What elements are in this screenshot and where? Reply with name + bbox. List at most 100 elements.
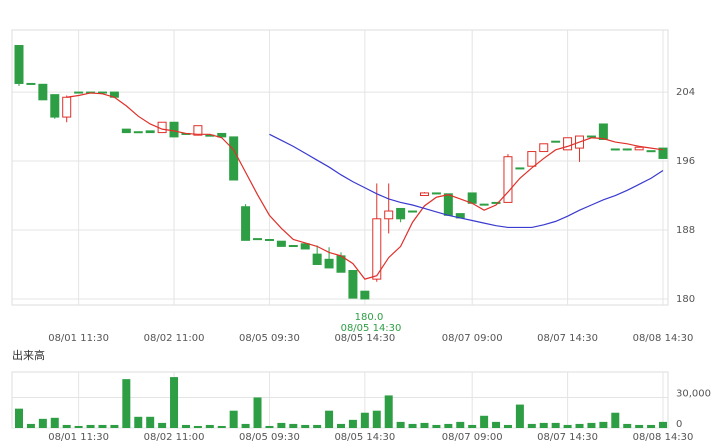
volume-bar xyxy=(193,425,202,428)
volume-bar xyxy=(313,424,322,428)
x-tick-label: 08/05 14:30 xyxy=(334,333,395,344)
volume-bar xyxy=(575,423,584,428)
x-tick-label: 08/07 14:30 xyxy=(537,432,598,443)
candle-body xyxy=(634,146,644,151)
candle-body xyxy=(563,137,573,151)
volume-bar xyxy=(372,410,381,428)
volume-bar xyxy=(110,424,119,428)
x-tick-label: 08/05 14:30 xyxy=(334,432,395,443)
x-tick-label: 08/01 11:30 xyxy=(48,432,109,443)
volume-bar xyxy=(420,422,429,428)
volume-bar xyxy=(325,410,334,428)
candle-body xyxy=(372,218,382,280)
volume-bar xyxy=(301,424,310,428)
volume-bar xyxy=(205,424,214,428)
x-tick-label: 08/05 09:30 xyxy=(239,333,300,344)
candle-body xyxy=(586,135,596,138)
volume-bar xyxy=(611,412,620,428)
x-tick-label: 08/02 11:00 xyxy=(144,333,205,344)
candle-body xyxy=(62,96,72,118)
volume-bar xyxy=(134,416,143,428)
y-tick-label: 30,000 xyxy=(676,388,711,399)
volume-bar xyxy=(86,424,95,428)
volume-bar xyxy=(396,421,405,428)
annotation: 180.0 xyxy=(355,312,384,323)
candle-body xyxy=(384,210,394,220)
candle-body xyxy=(14,45,24,84)
volume-bar xyxy=(265,425,274,428)
candle-body xyxy=(443,193,453,216)
volume-bar xyxy=(599,421,608,428)
volume-bar xyxy=(384,395,393,428)
volume-bar xyxy=(623,423,632,428)
moving-average-line xyxy=(66,92,664,280)
candle-body xyxy=(622,148,632,151)
annotation: 08/05 14:30 xyxy=(341,323,402,334)
volume-bar xyxy=(26,423,35,428)
volume-bar xyxy=(480,415,489,428)
volume-bar xyxy=(146,416,155,428)
x-tick-label: 08/05 09:30 xyxy=(239,432,300,443)
volume-bar xyxy=(241,423,250,428)
x-tick-label: 08/01 11:30 xyxy=(48,333,109,344)
y-tick-label: 180 xyxy=(676,294,695,305)
candle-body xyxy=(419,192,429,197)
candle-body xyxy=(551,140,561,143)
x-tick-label: 08/07 09:00 xyxy=(442,333,503,344)
volume-bar xyxy=(15,408,23,428)
candle-body xyxy=(169,121,179,138)
candle-body xyxy=(408,210,418,213)
candle-body xyxy=(133,131,143,134)
candle-body xyxy=(539,143,549,153)
moving-average-line xyxy=(269,133,664,229)
candle-body xyxy=(97,91,107,94)
y-tick-label: 204 xyxy=(676,87,695,98)
candle-body xyxy=(253,238,263,241)
candle-body xyxy=(300,243,310,250)
candle-body xyxy=(598,123,608,140)
volume-bar xyxy=(181,424,190,428)
price-frame xyxy=(11,29,669,306)
candle-body xyxy=(276,240,286,247)
candle-body xyxy=(217,132,227,138)
volume-bar xyxy=(527,423,536,428)
volume-bar xyxy=(348,419,357,428)
volume-bar xyxy=(217,425,226,428)
y-tick-label: 196 xyxy=(676,156,695,167)
volume-bar xyxy=(635,424,644,428)
volume-bar xyxy=(50,417,59,428)
candle-body xyxy=(312,253,322,265)
volume-bar xyxy=(277,422,286,428)
candle-body xyxy=(288,245,298,248)
candle-body xyxy=(503,156,513,203)
volume-bar xyxy=(158,422,167,428)
x-tick-label: 08/08 14:30 xyxy=(633,432,694,443)
candle-body xyxy=(360,290,370,300)
volume-bar xyxy=(432,424,441,428)
candle-body xyxy=(229,136,239,181)
candle-body xyxy=(145,130,155,134)
volume-bar xyxy=(74,425,83,428)
volume-bar xyxy=(492,421,501,428)
candle-body xyxy=(479,203,489,206)
volume-bar xyxy=(515,404,524,428)
candle-body xyxy=(348,270,358,299)
candle-body xyxy=(610,148,620,151)
volume-bar xyxy=(253,397,262,428)
volume-label: 出来高 xyxy=(12,348,45,362)
y-tick-label: 0 xyxy=(676,419,682,430)
candle-body xyxy=(324,258,334,269)
volume-bar xyxy=(587,422,596,428)
candle-body xyxy=(646,150,656,153)
volume-bar xyxy=(62,424,71,428)
volume-bar xyxy=(456,421,465,428)
candle-body xyxy=(491,201,501,204)
volume-bar xyxy=(647,424,656,428)
volume-bar xyxy=(408,423,417,428)
candle-body xyxy=(396,207,406,220)
volume-bar xyxy=(289,423,298,428)
candle-body xyxy=(241,206,251,241)
y-tick-label: 188 xyxy=(676,225,695,236)
volume-bar xyxy=(503,424,512,428)
